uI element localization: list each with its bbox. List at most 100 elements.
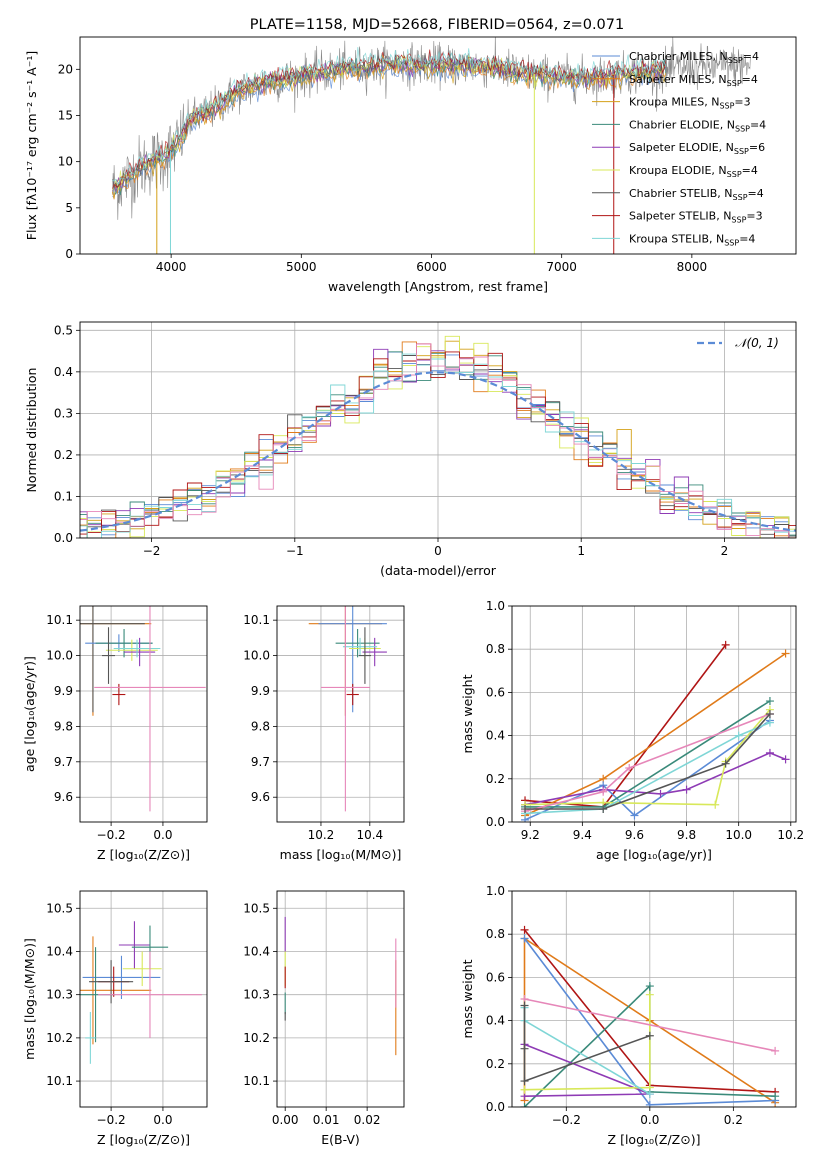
weight-series-0 bbox=[524, 644, 727, 808]
legend-label: Salpeter MILES, N bbox=[629, 73, 727, 86]
weight-series-6 bbox=[524, 998, 776, 1052]
histogram-series-9 bbox=[80, 343, 796, 538]
errorbar-point-1 bbox=[318, 606, 387, 713]
errorbar-point-9 bbox=[102, 627, 115, 684]
panel-residual-hist: −2 −1 0 1 2 0.0 0.1 0.2 0.3 0.4 0.5 (data-model)/er… bbox=[24, 321, 797, 578]
y-tick-label: 9.7 bbox=[54, 755, 73, 769]
axes-frame bbox=[276, 890, 405, 1108]
errorbar-point-4 bbox=[362, 637, 387, 667]
errorbar-point-9 bbox=[85, 1011, 96, 1064]
legend-tail: =4 bbox=[742, 164, 758, 177]
x-tick-label: 9.4 bbox=[573, 828, 592, 842]
plot-area bbox=[512, 606, 796, 822]
weight-series-7 bbox=[524, 721, 771, 815]
weight-point bbox=[734, 731, 743, 740]
legend-entry: Salpeter ELODIE, NSSP=6 bbox=[629, 141, 765, 156]
y-axis-label: Flux [fλ10⁻¹⁷ erg cm⁻² s⁻¹ A⁻¹] bbox=[24, 51, 39, 240]
weight-point bbox=[721, 759, 730, 768]
y-tick-label: 10.4 bbox=[46, 944, 73, 958]
errorbar-point-8 bbox=[358, 627, 372, 684]
y-tick-label: 10.2 bbox=[243, 1031, 270, 1045]
axes-frame bbox=[79, 605, 208, 823]
y-tick-label: 0.0 bbox=[54, 531, 73, 545]
y-tick-label: 0.2 bbox=[54, 448, 73, 462]
errorbar-point-5 bbox=[342, 637, 378, 656]
errorbar-point-5 bbox=[122, 951, 162, 987]
legend-sub: SSP bbox=[734, 147, 749, 156]
axes-frame bbox=[276, 605, 405, 823]
x-tick-label: 4000 bbox=[156, 260, 187, 274]
y-tick-label: 0.0 bbox=[486, 1100, 505, 1114]
histogram-series-3 bbox=[80, 351, 796, 536]
y-axis-label: mass weight bbox=[460, 674, 475, 753]
weight-point bbox=[520, 925, 529, 934]
y-tick-label: 0.4 bbox=[486, 729, 505, 743]
weight-point bbox=[520, 1085, 529, 1094]
weight-point bbox=[520, 934, 529, 943]
x-tick-label: 1 bbox=[577, 544, 585, 558]
y-tick-label: 0.6 bbox=[486, 685, 505, 699]
x-axis-label: mass [log₁₀(M/M⊙)] bbox=[280, 847, 402, 862]
weight-point bbox=[521, 805, 530, 814]
y-axis-label: age [log₁₀(age/yr)] bbox=[22, 656, 37, 772]
x-tick-label: 0 bbox=[434, 544, 442, 558]
x-axis-label: Z [log₁₀(Z/Z⊙)] bbox=[608, 1132, 701, 1147]
weight-point bbox=[656, 789, 665, 798]
legend-entry: Salpeter MILES, NSSP=4 bbox=[629, 73, 758, 88]
legend-tail: =4 bbox=[750, 118, 766, 131]
errorbar-point-1 bbox=[82, 955, 161, 999]
panel-age-vs-z: −0.2 0.0 9.6 9.7 9.8 9.9 10.0 10.1 Z [log₁₀(Z/Z⊙… bbox=[22, 605, 208, 862]
weight-point bbox=[765, 718, 774, 727]
y-tick-label: 0.8 bbox=[486, 927, 505, 941]
model-spectrum-4 bbox=[112, 56, 666, 192]
plot-area bbox=[80, 606, 207, 822]
y-tick-label: 10.3 bbox=[46, 988, 73, 1002]
legend-sub: SSP bbox=[731, 216, 746, 225]
weight-point bbox=[599, 805, 608, 814]
legend-tail: =3 bbox=[746, 210, 762, 223]
errorbar-point-8 bbox=[98, 951, 202, 1038]
legend-tail: =4 bbox=[739, 232, 755, 245]
y-axis-label: Normed distribution bbox=[24, 368, 39, 493]
x-tick-label: 2 bbox=[721, 544, 729, 558]
weight-point bbox=[771, 1046, 780, 1055]
y-tick-label: 9.9 bbox=[54, 684, 73, 698]
model-spectrum-8 bbox=[112, 47, 666, 185]
axes-frame bbox=[79, 321, 797, 539]
legend-tail: =6 bbox=[749, 141, 765, 154]
weight-point bbox=[781, 649, 790, 658]
y-axis-label: mass weight bbox=[460, 959, 475, 1038]
x-axis-label: wavelength [Angstrom, rest frame] bbox=[328, 279, 548, 294]
panel-spectrum: 4000 5000 6000 7000 8000 0 5 10 15 20 wavelength [… bbox=[24, 36, 797, 294]
legend-entry: 𝒩(0, 1) bbox=[735, 336, 779, 350]
errorbar-point-0 bbox=[80, 936, 152, 1045]
y-tick-label: 0.8 bbox=[486, 642, 505, 656]
x-tick-label: 0.0 bbox=[640, 1113, 659, 1127]
y-tick-label: 10.4 bbox=[243, 944, 270, 958]
plot-area bbox=[80, 891, 207, 1107]
plot-area bbox=[80, 322, 796, 538]
legend-label: Kroupa STELIB, N bbox=[629, 232, 724, 245]
legend-entry: Kroupa STELIB, NSSP=4 bbox=[629, 232, 755, 247]
x-axis-label: age [log₁₀(age/yr)] bbox=[596, 847, 712, 862]
y-tick-label: 0.4 bbox=[486, 1014, 505, 1028]
x-tick-label: 5000 bbox=[286, 260, 317, 274]
x-tick-label: −0.2 bbox=[552, 1113, 581, 1127]
panel-age-vs-mass: 10.2 10.4 9.6 9.7 9.8 9.9 10.0 10.1 mass [log₁₀(… bbox=[243, 605, 405, 862]
legend-sub: SSP bbox=[735, 124, 750, 133]
y-tick-label: 10.0 bbox=[46, 649, 73, 663]
x-tick-label: 0.01 bbox=[313, 1113, 340, 1127]
y-tick-label: 1.0 bbox=[486, 599, 505, 613]
weight-point bbox=[625, 764, 634, 772]
y-tick-label: 0.1 bbox=[54, 489, 73, 503]
legend-entry: Kroupa ELODIE, NSSP=4 bbox=[629, 164, 758, 179]
y-tick-label: 9.8 bbox=[54, 719, 73, 733]
x-axis-label: Z [log₁₀(Z/Z⊙)] bbox=[97, 1132, 190, 1147]
weight-point bbox=[781, 755, 790, 764]
y-tick-label: 10.5 bbox=[243, 901, 270, 915]
errorbar-point-1 bbox=[80, 606, 145, 713]
x-axis-label: Z [log₁₀(Z/Z⊙)] bbox=[97, 847, 190, 862]
x-tick-label: 0.02 bbox=[354, 1113, 381, 1127]
errorbar-point-8 bbox=[94, 606, 206, 812]
